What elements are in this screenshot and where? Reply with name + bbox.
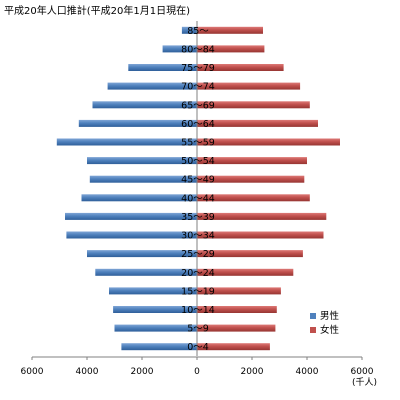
x-axis: 6000 4000 2000 0 2000 4000 6000 bbox=[21, 356, 374, 377]
female-bar-11 bbox=[197, 138, 340, 146]
female-bar-9 bbox=[197, 175, 305, 183]
category-label-1: 5～9 bbox=[187, 324, 209, 335]
female-bar-0 bbox=[197, 343, 270, 351]
category-label-13: 65～69 bbox=[181, 100, 215, 111]
male-bar-2 bbox=[113, 306, 197, 313]
category-label-6: 30～34 bbox=[181, 231, 215, 242]
category-label-11: 55～59 bbox=[181, 138, 215, 149]
male-bar-10 bbox=[87, 157, 197, 165]
male-bar-16 bbox=[162, 45, 197, 53]
bars-layer bbox=[56, 26, 340, 351]
x-tick-label-0: 6000 bbox=[21, 367, 44, 377]
female-bar-16 bbox=[197, 45, 265, 53]
male-bar-3 bbox=[109, 287, 197, 295]
x-tick-label-2: 2000 bbox=[131, 367, 154, 377]
female-bar-12 bbox=[197, 119, 318, 127]
category-label-0: 0～4 bbox=[187, 342, 209, 353]
legend-swatch-1 bbox=[310, 327, 316, 333]
male-bar-5 bbox=[87, 250, 197, 258]
female-bar-17 bbox=[197, 26, 263, 34]
female-bar-14 bbox=[197, 82, 301, 90]
legend-label-0: 男性 bbox=[320, 310, 340, 322]
unit-label: (千人) bbox=[352, 377, 377, 388]
category-label-7: 35～39 bbox=[181, 212, 215, 223]
male-bar-14 bbox=[107, 82, 197, 90]
x-tick-label-5: 4000 bbox=[296, 367, 319, 377]
female-bar-3 bbox=[197, 287, 281, 295]
category-label-3: 15～19 bbox=[181, 286, 215, 297]
male-bar-13 bbox=[92, 101, 197, 109]
legend-label-1: 女性 bbox=[320, 324, 340, 336]
female-bar-8 bbox=[197, 194, 310, 202]
category-label-10: 50～54 bbox=[181, 156, 215, 167]
male-bar-17 bbox=[181, 26, 197, 34]
x-tick-label-6: 6000 bbox=[351, 367, 374, 377]
female-bar-6 bbox=[197, 231, 324, 239]
category-label-2: 10～14 bbox=[181, 305, 215, 316]
category-label-17: 85～ bbox=[187, 26, 209, 37]
x-tick-label-4: 2000 bbox=[241, 367, 264, 377]
female-bar-15 bbox=[197, 64, 284, 71]
category-label-4: 20～24 bbox=[181, 268, 215, 279]
female-bar-10 bbox=[197, 157, 307, 165]
x-tick-label-1: 4000 bbox=[76, 367, 99, 377]
legend-swatch-0 bbox=[310, 313, 316, 319]
x-tick-label-3: 0 bbox=[194, 367, 200, 377]
male-bar-12 bbox=[78, 119, 198, 127]
category-label-14: 70～74 bbox=[181, 82, 215, 93]
female-bar-4 bbox=[197, 268, 294, 276]
male-bar-4 bbox=[95, 268, 198, 276]
chart-title: 平成20年人口推計(平成20年1月1日現在) bbox=[4, 6, 190, 17]
category-label-16: 80～84 bbox=[181, 44, 215, 55]
category-label-5: 25～29 bbox=[181, 249, 215, 260]
category-label-15: 75～79 bbox=[181, 63, 215, 74]
male-bar-8 bbox=[81, 194, 197, 202]
category-label-9: 45～49 bbox=[181, 175, 215, 186]
category-labels: 0～4 5～9 10～14 15～19 20～24 25～29 30～34 35～39 40～4… bbox=[181, 26, 215, 353]
male-bar-7 bbox=[65, 212, 197, 220]
male-bar-6 bbox=[66, 231, 198, 239]
male-bar-15 bbox=[128, 64, 198, 71]
female-bar-2 bbox=[197, 306, 277, 313]
category-label-8: 40～44 bbox=[181, 193, 215, 204]
female-bar-13 bbox=[197, 101, 310, 109]
female-bar-1 bbox=[197, 324, 276, 332]
female-bar-7 bbox=[197, 212, 327, 220]
male-bar-0 bbox=[121, 343, 197, 351]
category-label-12: 60～64 bbox=[181, 119, 215, 130]
male-bar-11 bbox=[56, 138, 198, 146]
female-bar-5 bbox=[197, 250, 303, 258]
male-bar-9 bbox=[89, 175, 198, 183]
male-bar-1 bbox=[114, 324, 197, 332]
